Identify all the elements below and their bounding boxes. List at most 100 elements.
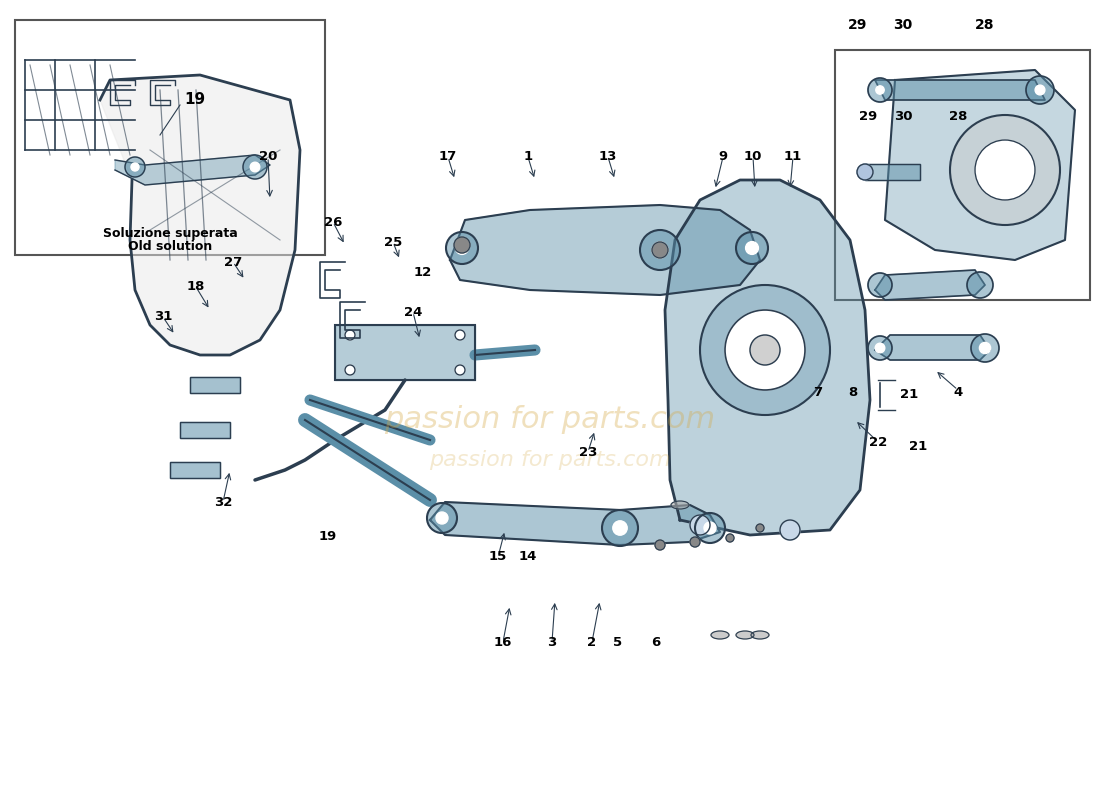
Bar — [190, 377, 240, 393]
Text: 4: 4 — [954, 386, 962, 398]
Polygon shape — [874, 270, 984, 300]
Circle shape — [750, 335, 780, 365]
Text: 23: 23 — [579, 446, 597, 458]
Polygon shape — [874, 80, 1045, 100]
Text: 22: 22 — [869, 435, 887, 449]
Text: 29: 29 — [848, 18, 868, 32]
Circle shape — [736, 232, 768, 264]
Text: 2: 2 — [587, 635, 596, 649]
Bar — [190, 377, 240, 393]
Circle shape — [950, 115, 1060, 225]
Text: 21: 21 — [900, 389, 918, 402]
Circle shape — [756, 524, 764, 532]
Circle shape — [652, 242, 668, 258]
Ellipse shape — [671, 501, 689, 509]
Circle shape — [613, 521, 627, 535]
Circle shape — [746, 242, 758, 254]
Text: 10: 10 — [744, 150, 762, 163]
Circle shape — [125, 157, 145, 177]
Text: 30: 30 — [893, 110, 912, 123]
Circle shape — [868, 273, 892, 297]
Text: Soluzione superata: Soluzione superata — [102, 226, 238, 239]
Circle shape — [690, 515, 710, 535]
Ellipse shape — [751, 631, 769, 639]
Text: 28: 28 — [949, 110, 967, 123]
Text: 19: 19 — [185, 93, 206, 107]
Polygon shape — [116, 155, 270, 185]
Text: 11: 11 — [784, 150, 802, 163]
Circle shape — [725, 310, 805, 390]
Text: 28: 28 — [976, 18, 994, 32]
FancyArrow shape — [945, 693, 1065, 777]
FancyBboxPatch shape — [15, 20, 324, 255]
Circle shape — [1026, 76, 1054, 104]
Circle shape — [704, 522, 716, 534]
Text: 26: 26 — [323, 215, 342, 229]
Text: 18: 18 — [187, 281, 206, 294]
Circle shape — [971, 334, 999, 362]
Text: 8: 8 — [848, 386, 858, 398]
Circle shape — [868, 78, 892, 102]
Text: 32: 32 — [213, 495, 232, 509]
Bar — [180, 422, 230, 438]
Polygon shape — [450, 205, 760, 295]
Circle shape — [455, 242, 469, 254]
Circle shape — [1035, 85, 1045, 95]
Text: 14: 14 — [519, 550, 537, 563]
Ellipse shape — [711, 631, 729, 639]
Text: 27: 27 — [224, 255, 242, 269]
Text: 31: 31 — [154, 310, 173, 323]
Circle shape — [454, 237, 470, 253]
Text: passion for parts.com: passion for parts.com — [429, 450, 671, 470]
Ellipse shape — [736, 631, 754, 639]
Circle shape — [857, 164, 873, 180]
Text: 3: 3 — [548, 635, 557, 649]
Polygon shape — [100, 75, 300, 355]
Bar — [865, 164, 920, 180]
Text: 16: 16 — [494, 635, 513, 649]
Polygon shape — [430, 502, 720, 545]
Circle shape — [345, 365, 355, 375]
Circle shape — [131, 163, 139, 171]
Bar — [180, 422, 230, 438]
Circle shape — [654, 540, 666, 550]
Text: 21: 21 — [909, 441, 927, 454]
Circle shape — [979, 342, 991, 354]
Text: 7: 7 — [813, 386, 823, 398]
Circle shape — [436, 512, 448, 524]
Polygon shape — [874, 335, 990, 360]
Text: 17: 17 — [439, 150, 458, 163]
Circle shape — [345, 330, 355, 340]
Text: 13: 13 — [598, 150, 617, 163]
Circle shape — [250, 162, 260, 172]
Polygon shape — [886, 70, 1075, 260]
Bar — [865, 164, 920, 180]
Text: Old solution: Old solution — [128, 241, 212, 254]
Text: 19: 19 — [319, 530, 337, 543]
Text: 29: 29 — [859, 110, 877, 123]
Circle shape — [455, 330, 465, 340]
Circle shape — [876, 343, 884, 353]
Circle shape — [652, 242, 668, 258]
Bar — [170, 462, 220, 478]
Circle shape — [975, 140, 1035, 200]
Circle shape — [602, 510, 638, 546]
Text: 15: 15 — [488, 550, 507, 563]
Circle shape — [780, 520, 800, 540]
Circle shape — [700, 285, 830, 415]
Bar — [336, 325, 475, 380]
Text: 24: 24 — [404, 306, 422, 318]
Circle shape — [446, 232, 478, 264]
Text: 25: 25 — [384, 235, 403, 249]
Text: 6: 6 — [651, 635, 661, 649]
Circle shape — [690, 537, 700, 547]
Text: 9: 9 — [718, 150, 727, 163]
FancyBboxPatch shape — [835, 50, 1090, 300]
Circle shape — [455, 365, 465, 375]
Circle shape — [640, 230, 680, 270]
Text: 1: 1 — [524, 150, 532, 163]
Circle shape — [695, 513, 725, 543]
Circle shape — [868, 336, 892, 360]
Text: 20: 20 — [258, 150, 277, 163]
Polygon shape — [666, 180, 870, 535]
